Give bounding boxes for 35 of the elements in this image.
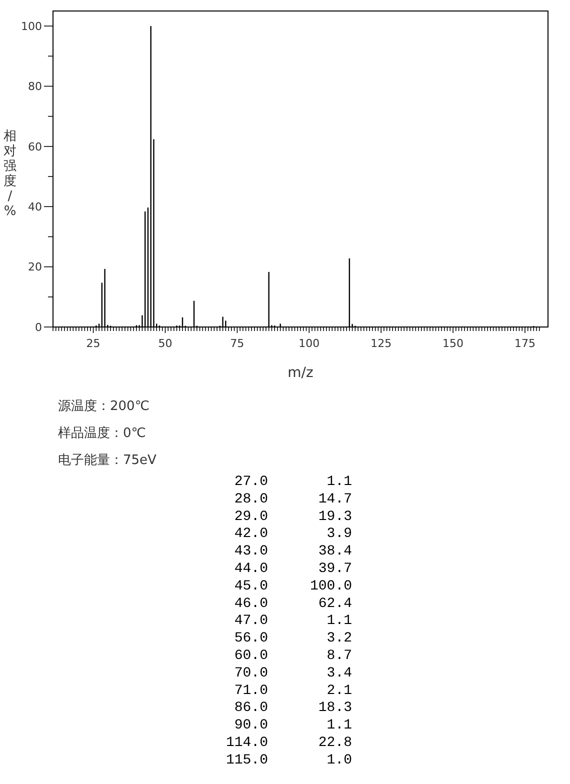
text: 源温度：200℃: [58, 398, 150, 414]
x-tick-label: 150: [442, 337, 464, 350]
text: 60.0 8.7: [234, 648, 352, 664]
text: 115.0 1.0: [226, 752, 352, 768]
text: 42.0 3.9: [234, 526, 352, 542]
x-axis-title: m/z: [288, 365, 314, 381]
x-tick-label: 125: [370, 337, 392, 350]
text: 56.0 3.2: [234, 630, 352, 647]
text: 70.0 3.4: [234, 665, 352, 682]
y-tick-label: 100: [21, 20, 42, 33]
text: 样品温度：0℃: [58, 425, 146, 441]
y-tick-label: 80: [28, 80, 42, 94]
y-tick-label: 0: [35, 320, 42, 334]
text: 86.0 18.3: [234, 700, 352, 716]
x-tick-label: 25: [86, 337, 100, 350]
text: 90.0 1.1: [234, 718, 352, 734]
text: 47.0 1.1: [234, 613, 352, 630]
text: 27.0 1.1: [234, 474, 352, 490]
y-tick-label: 20: [28, 260, 42, 274]
text: 43.0 38.4: [234, 544, 352, 560]
y-axis-title: 相对强度/%: [4, 129, 16, 219]
x-tick-label: 75: [230, 337, 244, 350]
text: 114.0 22.8: [226, 735, 352, 751]
text: 45.0 100.0: [234, 578, 352, 594]
x-tick-label: 175: [514, 337, 536, 350]
text: 29.0 19.3: [234, 508, 352, 525]
text: 44.0 39.7: [234, 561, 352, 577]
x-tick-label: 100: [298, 337, 320, 350]
text: 28.0 14.7: [234, 491, 352, 508]
text: 71.0 2.1: [234, 682, 352, 699]
text: 电子能量：75eV: [58, 453, 157, 468]
x-tick-label: 50: [158, 337, 172, 350]
y-tick-label: 60: [28, 140, 42, 154]
text: 46.0 62.4: [234, 596, 352, 612]
y-tick-label: 40: [28, 200, 42, 214]
